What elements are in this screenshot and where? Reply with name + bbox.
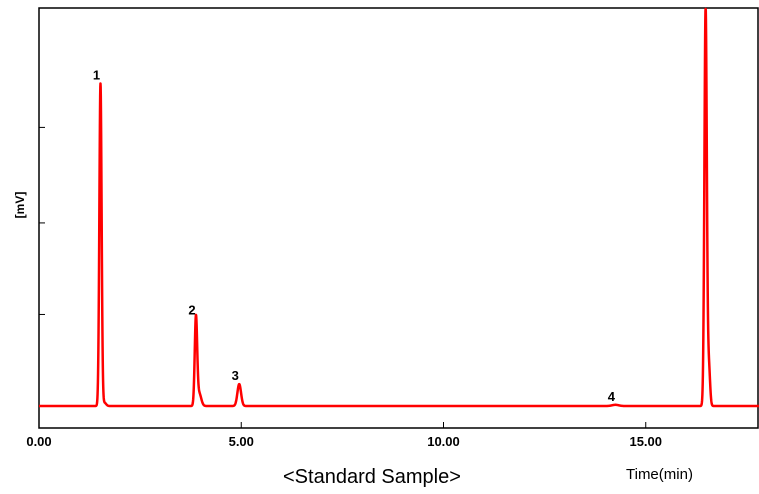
- peak-label-2: 2: [188, 302, 195, 317]
- y-axis-label: [mV]: [13, 192, 27, 219]
- x-axis-ticks: 0.00 5.00 10.00 15.00: [26, 422, 662, 449]
- plot-frame: [38, 7, 759, 429]
- x-tick-label: 5.00: [229, 434, 254, 449]
- x-axis-label: Time(min): [626, 466, 693, 483]
- x-tick-label: 15.00: [629, 434, 662, 449]
- peak-label-4: 4: [608, 389, 616, 404]
- chromatogram-trace: [37, 7, 759, 408]
- sample-caption: <Standard Sample>: [283, 466, 461, 488]
- y-axis-ticks: [39, 126, 45, 315]
- peak-label-1: 1: [93, 68, 100, 83]
- x-tick-label: 0.00: [26, 434, 51, 449]
- x-tick-label: 10.00: [427, 434, 460, 449]
- peak-labels: 1 2 3 4: [93, 68, 616, 404]
- peak-label-3: 3: [232, 368, 239, 383]
